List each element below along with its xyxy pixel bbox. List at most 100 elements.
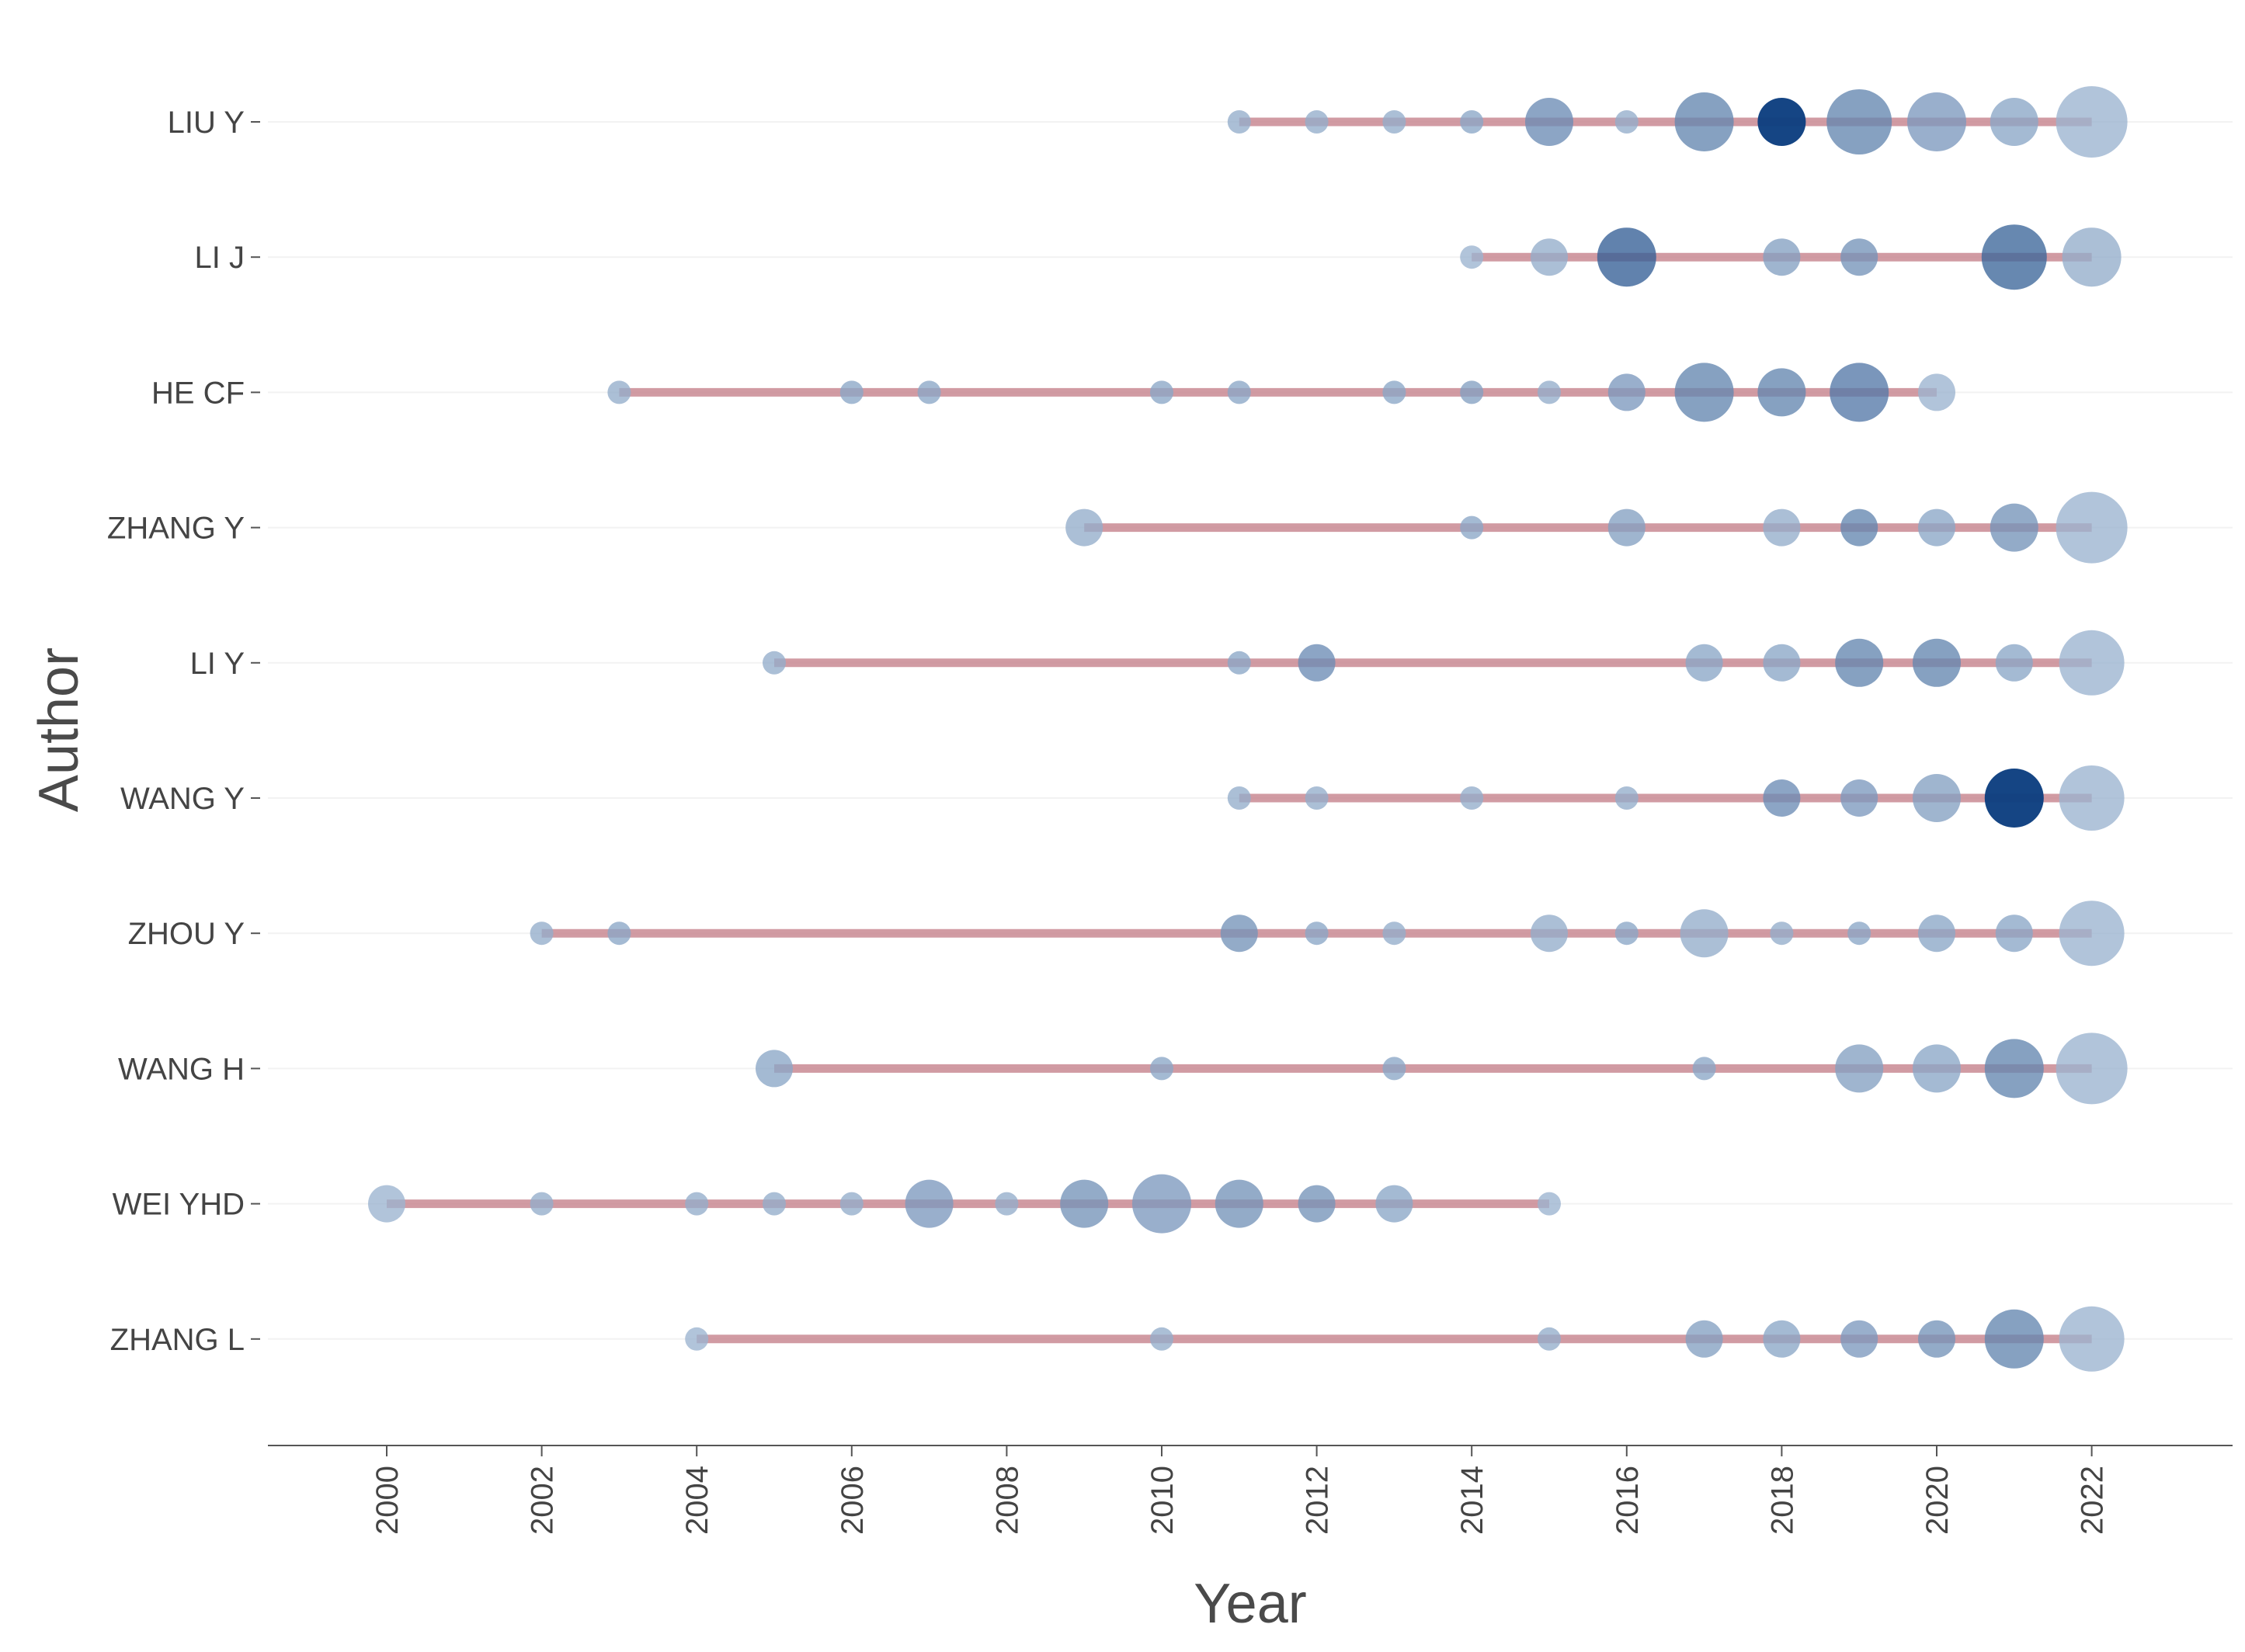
- bubble-he-cf-2010: [1150, 380, 1173, 404]
- bubble-zhou-y-2018: [1770, 921, 1794, 946]
- y-tick-label-he-cf: HE CF: [151, 376, 245, 410]
- bubble-wei-yhd-2009: [1060, 1179, 1109, 1228]
- bubble-wang-h-2010: [1150, 1057, 1173, 1081]
- bubble-he-cf-2020: [1918, 373, 1955, 411]
- bubble-wei-yhd-2002: [530, 1192, 554, 1216]
- bubble-liu-y-2012: [1305, 110, 1329, 134]
- bubble-liu-y-2019: [1826, 89, 1892, 154]
- bubble-zhou-y-2013: [1382, 921, 1406, 946]
- y-tick-label-zhang-y: ZHANG Y: [107, 512, 245, 546]
- bubble-zhou-y-2016: [1614, 921, 1639, 946]
- bubble-zhou-y-2002: [530, 921, 554, 946]
- x-tick-label-2002: 2002: [526, 1466, 560, 1535]
- x-tick-label-2012: 2012: [1301, 1466, 1335, 1535]
- bubble-wei-yhd-2015: [1538, 1192, 1561, 1216]
- x-axis-title: Year: [1194, 1573, 1306, 1635]
- bubble-zhang-y-2022: [2056, 491, 2128, 564]
- bubble-liu-y-2016: [1614, 110, 1639, 134]
- bubble-wang-y-2022: [2059, 765, 2125, 831]
- bubble-he-cf-2011: [1227, 380, 1251, 404]
- bubble-zhang-y-2021: [1990, 503, 2038, 552]
- bubble-zhou-y-2015: [1531, 914, 1568, 953]
- bubble-li-y-2020: [1913, 638, 1961, 687]
- bubble-wang-y-2018: [1763, 779, 1801, 817]
- x-tick-label-2000: 2000: [370, 1466, 405, 1535]
- bubble-liu-y-2022: [2056, 86, 2128, 158]
- bubble-zhang-l-2020: [1918, 1320, 1955, 1358]
- bubble-wang-h-2020: [1913, 1044, 1961, 1093]
- bubble-wei-yhd-2006: [839, 1192, 864, 1216]
- x-tick-label-2018: 2018: [1765, 1466, 1799, 1535]
- bubble-wei-yhd-2012: [1298, 1185, 1336, 1223]
- y-tick-label-wei-yhd: WEI YHD: [113, 1188, 245, 1222]
- bubble-wei-yhd-2007: [905, 1179, 954, 1228]
- bubble-zhang-l-2017: [1685, 1320, 1723, 1358]
- bubble-zhou-y-2020: [1918, 914, 1955, 953]
- bubble-he-cf-2013: [1382, 380, 1406, 404]
- bubble-zhou-y-2011: [1220, 914, 1258, 953]
- y-tick-label-zhang-l: ZHANG L: [110, 1323, 245, 1357]
- y-axis: LIU Y LI J HE CF ZHANG Y LI Y WANG Y ZHOU Y WAN…: [107, 106, 260, 1357]
- bubble-he-cf-2019: [1830, 363, 1889, 422]
- y-tick-label-zhou-y: ZHOU Y: [128, 917, 245, 951]
- bubble-zhang-l-2021: [1984, 1309, 2044, 1369]
- bubble-zhang-l-2004: [685, 1327, 709, 1351]
- bubble-li-y-2011: [1227, 651, 1251, 675]
- bubble-liu-y-2013: [1382, 110, 1406, 134]
- bubble-wang-h-2022: [2056, 1032, 2128, 1105]
- bubble-wang-y-2016: [1614, 786, 1639, 810]
- bubble-liu-y-2011: [1227, 110, 1251, 134]
- bubble-zhou-y-2022: [2059, 901, 2125, 967]
- bubble-wei-yhd-2013: [1375, 1185, 1413, 1223]
- y-tick-label-liu-y: LIU Y: [168, 106, 245, 140]
- bubble-li-j-2015: [1531, 238, 1568, 276]
- x-tick-label-2020: 2020: [1920, 1466, 1955, 1535]
- bubble-wang-h-2017: [1692, 1057, 1716, 1081]
- bubble-zhang-y-2018: [1763, 508, 1801, 547]
- bubble-li-y-2021: [1995, 644, 2033, 682]
- bubble-li-j-2016: [1597, 227, 1656, 287]
- bubble-zhang-y-2019: [1840, 508, 1878, 547]
- y-tick-label-li-j: LI J: [195, 241, 245, 275]
- bubble-liu-y-2021: [1990, 98, 2038, 146]
- bubble-wang-h-2005: [756, 1050, 793, 1088]
- bubble-li-j-2018: [1763, 238, 1801, 276]
- bubble-zhou-y-2019: [1847, 921, 1871, 946]
- x-tick-label-2010: 2010: [1145, 1466, 1180, 1535]
- bubble-li-y-2005: [763, 651, 786, 675]
- bubble-he-cf-2016: [1607, 373, 1646, 411]
- bubble-zhang-y-2016: [1607, 508, 1646, 547]
- bubble-li-y-2018: [1763, 644, 1801, 682]
- bubble-zhang-l-2019: [1840, 1320, 1878, 1358]
- bubble-he-cf-2015: [1538, 380, 1561, 404]
- bubble-zhang-l-2010: [1150, 1327, 1173, 1351]
- bubble-li-j-2022: [2062, 227, 2122, 287]
- x-tick-label-2022: 2022: [2076, 1466, 2110, 1535]
- bubble-liu-y-2018: [1757, 98, 1806, 146]
- x-tick-label-2006: 2006: [836, 1466, 870, 1535]
- x-axis: 2000 2002 2004 2006 2008 2010 2012 2014 2016 2018…: [268, 1445, 2233, 1535]
- bubble-wang-y-2019: [1840, 779, 1878, 817]
- bubble-he-cf-2003: [607, 380, 631, 404]
- bubble-wang-y-2021: [1984, 769, 2044, 828]
- gridlines: [268, 121, 2233, 1340]
- x-tick-label-2004: 2004: [680, 1466, 714, 1535]
- author-timeline-lines: [387, 117, 2092, 1344]
- bubble-he-cf-2018: [1757, 368, 1806, 417]
- bubble-zhang-y-2009: [1065, 508, 1103, 547]
- x-tick-label-2016: 2016: [1611, 1466, 1645, 1535]
- bubble-wang-y-2014: [1460, 786, 1484, 810]
- bubble-liu-y-2017: [1674, 92, 1734, 151]
- bubble-zhang-l-2018: [1763, 1320, 1801, 1358]
- y-tick-label-li-y: LI Y: [190, 647, 245, 681]
- bubble-wang-h-2021: [1984, 1039, 2044, 1098]
- bubble-wei-yhd-2005: [763, 1192, 786, 1216]
- bubble-liu-y-2015: [1525, 98, 1573, 146]
- y-axis-title: Author: [28, 647, 90, 812]
- bubble-zhang-l-2022: [2059, 1306, 2125, 1372]
- bubble-li-j-2021: [1981, 224, 2047, 290]
- bubble-zhou-y-2021: [1995, 914, 2033, 953]
- x-tick-label-2014: 2014: [1455, 1466, 1489, 1535]
- bubble-he-cf-2007: [917, 380, 941, 404]
- bubble-zhou-y-2017: [1680, 909, 1729, 958]
